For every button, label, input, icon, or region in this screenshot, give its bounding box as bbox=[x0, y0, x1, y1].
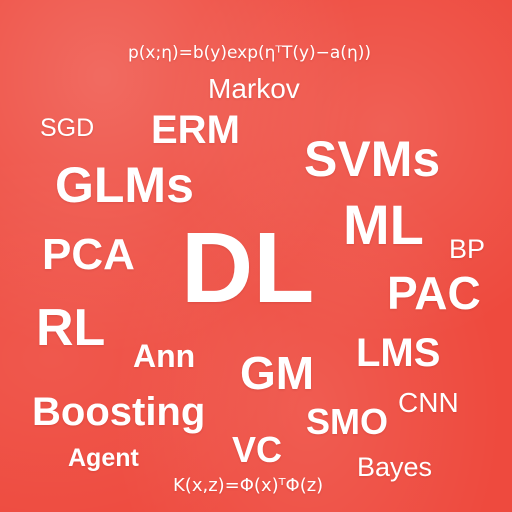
word-bp: BP bbox=[449, 234, 486, 264]
word-pac: PAC bbox=[387, 267, 481, 319]
word-dl: DL bbox=[181, 212, 315, 324]
word-exponential-family-formula: p(x;η)=b(y)exp(ηᵀT(y)−a(η)) bbox=[128, 43, 371, 63]
word-gm: GM bbox=[240, 347, 315, 399]
word-ann: Ann bbox=[133, 338, 196, 374]
word-agent: Agent bbox=[68, 444, 139, 472]
word-boosting: Boosting bbox=[32, 390, 206, 434]
word-erm: ERM bbox=[151, 108, 240, 152]
word-vc: VC bbox=[232, 429, 283, 470]
word-bayes: Bayes bbox=[357, 452, 433, 482]
word-cnn: CNN bbox=[398, 387, 459, 418]
word-smo: SMO bbox=[306, 401, 389, 442]
word-glms: GLMs bbox=[55, 157, 194, 213]
word-rl: RL bbox=[36, 299, 106, 357]
word-kernel-formula: K(x,z)=Φ(x)ᵀΦ(z) bbox=[173, 475, 324, 496]
word-sgd: SGD bbox=[40, 114, 95, 142]
word-markov: Markov bbox=[208, 73, 300, 104]
word-lms: LMS bbox=[356, 331, 441, 375]
word-ml: ML bbox=[343, 193, 424, 256]
word-pca: PCA bbox=[42, 230, 135, 279]
word-svms: SVMs bbox=[304, 131, 441, 187]
